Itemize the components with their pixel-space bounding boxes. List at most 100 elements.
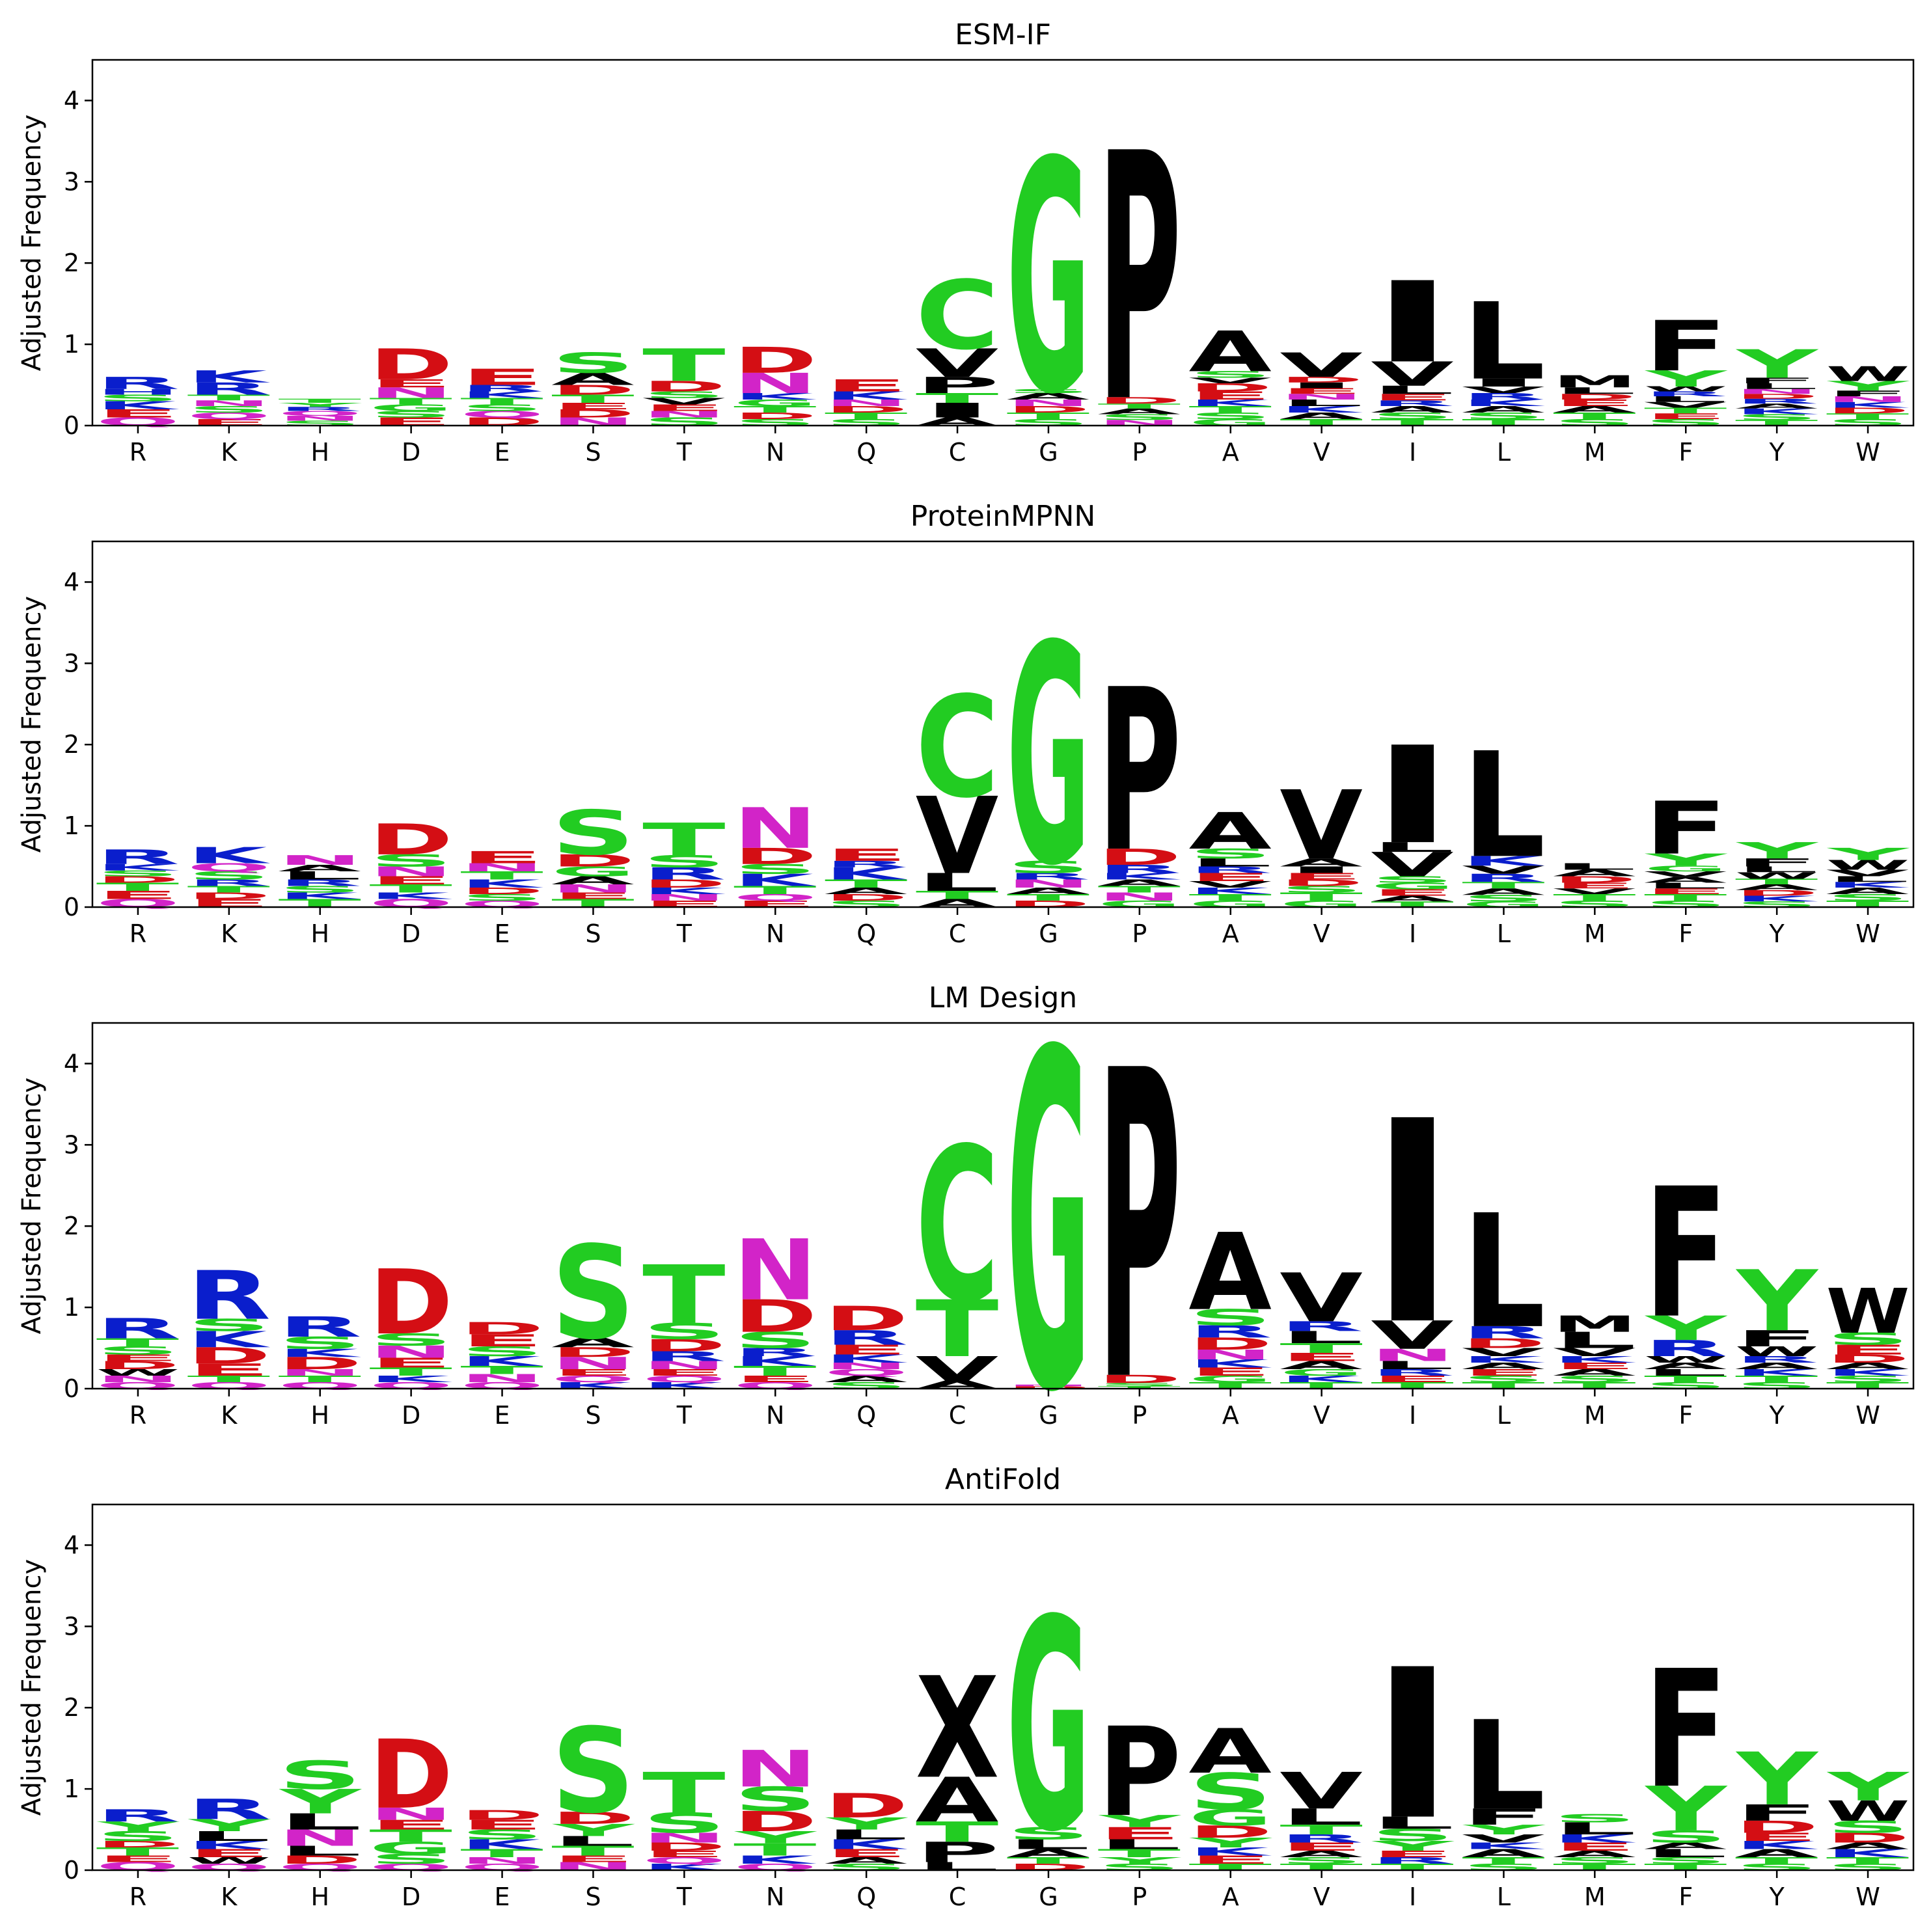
logo-letter-W: W — [1826, 1795, 1910, 1827]
logo-letter-N: N — [1007, 1384, 1091, 1387]
logo-letter-T: T — [1097, 402, 1181, 410]
logo-letter-K: K — [187, 1327, 271, 1353]
logo-letter-W: W — [1735, 1344, 1819, 1359]
logo-letter-N: N — [1188, 1347, 1272, 1363]
logo-letter-E: E — [642, 1367, 726, 1378]
x-tick-label: H — [310, 438, 329, 467]
logo-letter-K: K — [1280, 404, 1363, 415]
logo-letter-A: A — [551, 874, 635, 887]
logo-letter-K: K — [1826, 1367, 1910, 1378]
x-tick-label: Y — [1769, 1883, 1785, 1911]
logo-letter-S: S — [187, 404, 271, 415]
logo-letter-K: K — [733, 1354, 817, 1369]
logo-letter-G: G — [1007, 1558, 1091, 1896]
logo-letter-N: N — [278, 415, 362, 422]
logo-letter-A: A — [1644, 1841, 1727, 1851]
logo-letter-D: D — [642, 378, 726, 395]
logo-letter-E: E — [1280, 871, 1363, 882]
logo-letter-D: D — [825, 404, 909, 415]
x-tick-label: E — [495, 919, 510, 948]
logo-letter-A: A — [1553, 1849, 1636, 1859]
logo-letter-A: A — [1007, 1847, 1090, 1860]
logo-letter-Q: Q — [187, 411, 271, 421]
logo-letter-S: S — [1188, 411, 1272, 421]
logo-letter-E: E — [96, 407, 180, 420]
x-tick-label: M — [1584, 1401, 1606, 1430]
x-tick-label: Q — [856, 1883, 876, 1911]
logo-letter-S: S — [1007, 858, 1091, 877]
logo-letter-S: S — [1462, 1374, 1546, 1384]
logo-letter-S: S — [1280, 884, 1363, 895]
logo-letter-I: I — [1371, 1062, 1455, 1386]
logo-letter-A: A — [1280, 1359, 1363, 1372]
logo-letter-K: K — [1188, 398, 1272, 408]
logo-letter-Y: Y — [1735, 342, 1820, 387]
logo-letter-V: V — [916, 1350, 998, 1389]
letter-stacks: QETDSKREDTRSQKTKSRLANQKTENSDQSDKTNETENAG… — [96, 582, 1911, 932]
x-tick-label: A — [1222, 1883, 1239, 1911]
logo-letter-L: L — [1371, 839, 1455, 855]
logo-letter-D: D — [1280, 375, 1363, 385]
logo-letter-K: K — [460, 390, 543, 400]
logo-letter-I: I — [1280, 381, 1363, 390]
logo-letter-S: S — [551, 1219, 635, 1368]
logo-letter-F: F — [1735, 376, 1819, 385]
y-tick-label: 2 — [64, 730, 79, 759]
logo-letter-L: L — [1280, 1804, 1363, 1830]
logo-letter-N: N — [642, 1359, 726, 1372]
logo-letter-E: E — [187, 1360, 271, 1380]
logo-letter-R: R — [187, 1257, 271, 1335]
logo-letter-F: F — [1735, 856, 1819, 869]
logo-letter-N: N — [460, 1372, 544, 1385]
x-tick-label: D — [402, 1401, 420, 1430]
logo-letter-K: K — [1735, 407, 1818, 416]
logo-letter-G: G — [1644, 864, 1728, 873]
logo-letter-K: K — [96, 862, 180, 873]
logo-letter-S: S — [1188, 1763, 1272, 1821]
y-axis-label: Adjusted Frequency — [17, 115, 47, 371]
logo-letter-L: L — [1553, 1327, 1637, 1354]
logo-letter-L: L — [1644, 1847, 1728, 1860]
logo-letter-L: L — [187, 1829, 271, 1844]
logo-letter-V: V — [1188, 879, 1271, 890]
logo-letter-D: D — [369, 1251, 453, 1355]
logo-letter-V: V — [1462, 864, 1545, 877]
logo-letter-A: A — [916, 1764, 999, 1836]
logo-letter-D: D — [1097, 845, 1181, 871]
logo-letter-I: I — [1371, 718, 1455, 874]
logo-letter-T: T — [460, 869, 543, 882]
logo-letter-L: L — [278, 869, 362, 882]
logo-letter-A: A — [1188, 320, 1271, 385]
logo-letter-N: N — [1371, 1346, 1455, 1365]
x-tick-label: R — [130, 1401, 146, 1430]
logo-letter-D: D — [1007, 1385, 1091, 1389]
logo-letter-V: V — [642, 396, 725, 407]
logo-letter-D: D — [1097, 1373, 1181, 1386]
x-tick-label: S — [585, 1401, 601, 1430]
logo-letter-F: F — [1735, 1326, 1819, 1352]
logo-letter-D: D — [733, 411, 817, 421]
logo-letter-D: D — [96, 875, 180, 885]
logo-letter-T: T — [916, 1284, 999, 1375]
logo-letter-K: K — [278, 891, 361, 901]
logo-letter-T: T — [1644, 892, 1727, 903]
logo-letter-R: R — [733, 1346, 817, 1359]
logo-letter-R: R — [1462, 1323, 1546, 1342]
logo-letter-T: T — [1826, 412, 1910, 421]
letter-stacks: QNWDESTRQTEDKSRQTNDKSRQKTENSDQNTKSEDKQEN… — [96, 956, 1910, 1494]
logo-letter-A: A — [1280, 856, 1363, 869]
logo-letter-D: D — [825, 1299, 909, 1339]
logo-letter-N: N — [1280, 392, 1363, 401]
y-tick-label: 4 — [64, 567, 79, 596]
y-tick-label: 0 — [64, 1374, 79, 1403]
logo-letter-E: E — [1188, 1853, 1272, 1866]
x-tick-label: K — [221, 1401, 238, 1430]
logo-letter-E: E — [1280, 1840, 1363, 1853]
logo-letter-K: K — [1188, 886, 1272, 896]
logo-letter-E: E — [551, 891, 635, 901]
x-tick-label: S — [585, 438, 601, 467]
logo-letter-D: D — [460, 1319, 544, 1339]
logo-letter-F: F — [1644, 1151, 1728, 1358]
logo-letter-S: S — [1826, 1817, 1910, 1837]
logo-letter-S: S — [96, 1829, 180, 1844]
